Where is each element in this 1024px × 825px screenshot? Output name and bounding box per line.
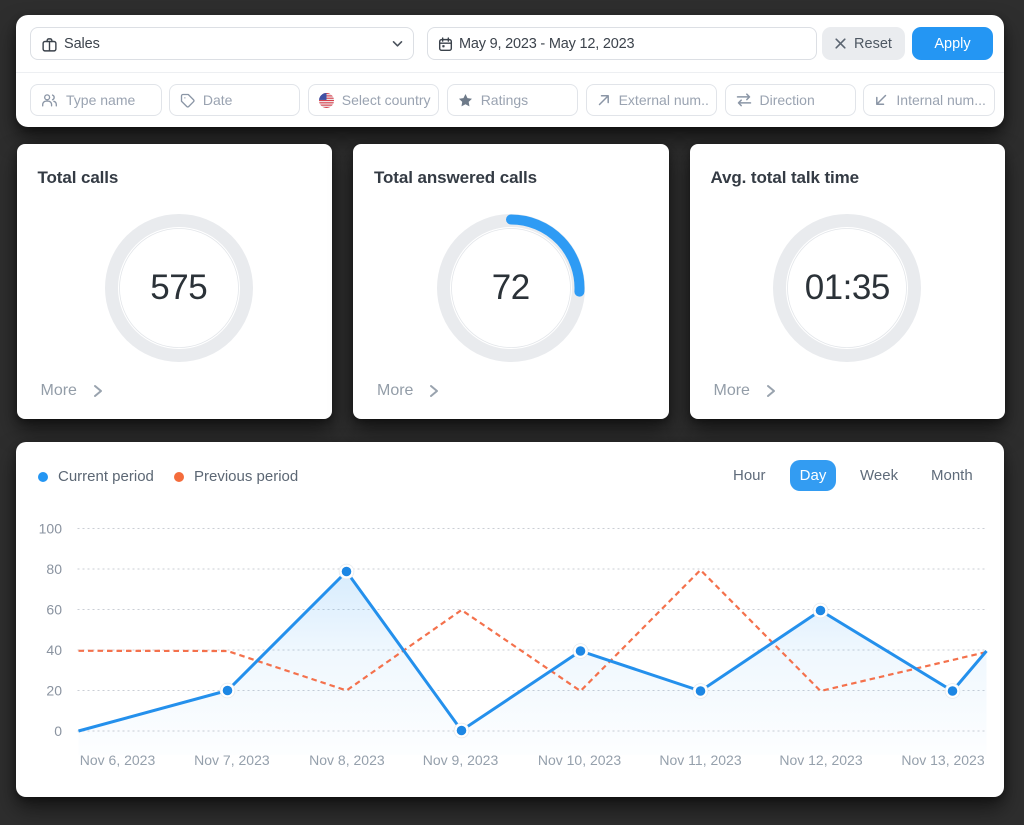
svg-text:40: 40 (46, 642, 62, 658)
svg-text:Nov 9, 2023: Nov 9, 2023 (423, 752, 499, 768)
svg-text:Nov 11, 2023: Nov 11, 2023 (659, 752, 741, 768)
svg-text:Nov 8, 2023: Nov 8, 2023 (309, 752, 385, 768)
svg-text:20: 20 (46, 683, 62, 699)
svg-text:60: 60 (46, 602, 62, 618)
svg-text:100: 100 (39, 521, 63, 537)
svg-text:Nov 12, 2023: Nov 12, 2023 (779, 752, 862, 768)
svg-text:Nov 7, 2023: Nov 7, 2023 (194, 752, 270, 768)
svg-text:80: 80 (46, 561, 62, 577)
svg-text:Nov 13, 2023: Nov 13, 2023 (901, 752, 984, 768)
svg-text:Nov 10, 2023: Nov 10, 2023 (538, 752, 621, 768)
svg-text:Nov 6, 2023: Nov 6, 2023 (80, 752, 156, 768)
svg-text:0: 0 (54, 723, 62, 739)
